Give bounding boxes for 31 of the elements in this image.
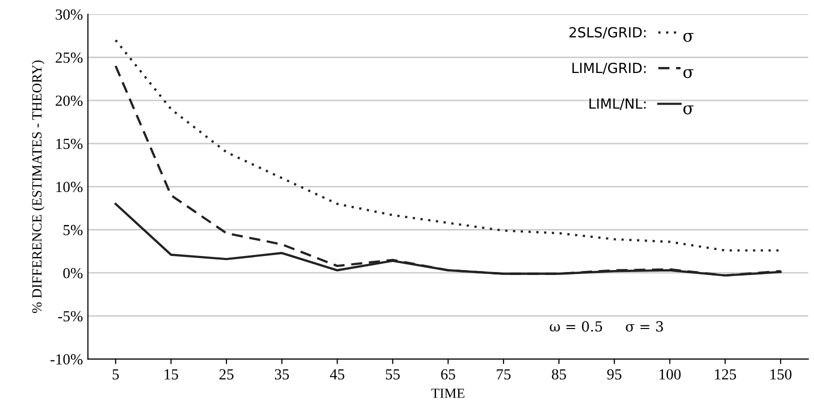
annotation: σ [683,33,694,42]
x-tick-label: 100 [660,369,681,380]
annotation: σ [683,69,694,78]
y-tick-label: 5% [64,224,83,236]
x-tick-label: 15 [164,369,178,380]
y-tick-label: 10% [56,182,83,192]
x-tick-label: 45 [330,369,344,380]
y-tick-label: 30% [56,9,83,20]
annotation: ω = 0.5 σ = 3 [550,321,663,332]
legend-label: LIML/NL: [590,98,646,110]
annotation: σ [683,105,694,114]
x-axis-title: TIME [431,388,464,398]
x-tick-label: 95 [607,369,622,380]
x-tick-label: 150 [770,369,792,380]
x-tick-label: 35 [274,369,289,380]
x-tick-label: 125 [715,369,736,380]
x-tick-label: 25 [219,369,234,380]
x-tick-label: 5 [112,369,119,380]
y-tick-label: 0% [63,268,83,278]
y-tick-label: 15% [56,138,83,150]
y-tick-label: 20% [56,96,83,106]
legend-label: LIML/GRID: [572,62,646,74]
legend-label: 2SLS/GRID: [569,27,646,39]
y-tick-label: 25% [56,52,83,63]
x-tick-label: 85 [552,369,566,380]
y-tick-label: -5% [58,311,83,322]
x-tick-label: 55 [386,369,400,380]
x-tick-label: 65 [441,369,456,380]
y-tick-label: -10% [50,354,83,365]
x-tick-label: 75 [496,369,511,380]
y-axis-title: % DIFFERENCE (ESTIMATES - THEORY) [32,60,44,313]
